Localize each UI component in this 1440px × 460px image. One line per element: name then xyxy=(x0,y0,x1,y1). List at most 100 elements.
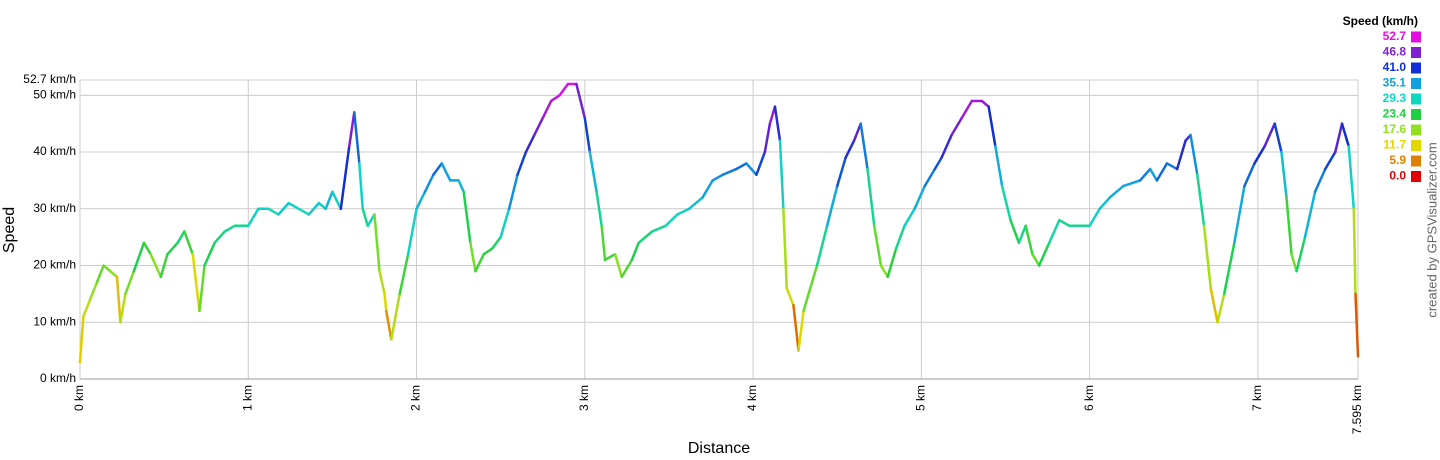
speed-segment xyxy=(1290,252,1298,273)
speed-segment xyxy=(1047,218,1061,245)
speed-segment xyxy=(331,190,343,211)
speed-segment xyxy=(469,241,477,273)
speed-segment xyxy=(317,201,327,211)
y-tick-label: 30 km/h xyxy=(33,201,76,215)
speed-segment xyxy=(852,122,863,142)
speed-segment xyxy=(482,247,494,256)
speed-segment xyxy=(307,201,321,216)
speed-segment xyxy=(1189,133,1199,176)
speed-segment xyxy=(711,173,725,182)
speed-segment xyxy=(960,99,974,120)
speed-segment xyxy=(1148,167,1159,182)
speed-segment xyxy=(1108,184,1125,199)
legend-swatch xyxy=(1411,31,1421,43)
speed-segment xyxy=(687,196,704,211)
speed-segment xyxy=(384,309,393,341)
speed-segment xyxy=(398,252,410,296)
legend-label: 46.8 xyxy=(1383,45,1407,59)
speed-segment xyxy=(88,281,99,301)
speed-segment xyxy=(423,173,435,194)
speed-segment xyxy=(664,213,679,228)
speed-segment xyxy=(1122,179,1142,188)
speed-segment xyxy=(1037,241,1051,267)
speed-segment xyxy=(923,167,937,188)
x-tick-label: 7.595 km xyxy=(1350,385,1364,434)
legend-swatch xyxy=(1411,62,1421,74)
speed-segment xyxy=(650,224,667,233)
speed-segment xyxy=(533,116,544,137)
speed-segment xyxy=(866,167,876,228)
speed-segment xyxy=(142,241,152,256)
speed-segment xyxy=(1253,145,1266,165)
speed-segment xyxy=(1334,122,1344,154)
x-tick-label: 3 km xyxy=(577,385,591,411)
speed-segment xyxy=(583,116,592,154)
speed-segment xyxy=(575,82,587,120)
x-tick-label: 4 km xyxy=(745,385,759,411)
x-tick-label: 5 km xyxy=(914,385,928,411)
speed-segment xyxy=(1138,167,1152,182)
y-tick-label: 40 km/h xyxy=(33,144,76,158)
speed-segment xyxy=(603,252,617,262)
speed-segment xyxy=(549,94,561,103)
speed-segment xyxy=(474,252,486,273)
speed-segment xyxy=(825,184,839,228)
speed-segment xyxy=(541,99,553,120)
speed-segment xyxy=(1031,252,1041,267)
speed-segment xyxy=(940,133,953,159)
speed-segment xyxy=(198,264,206,313)
speed-segment xyxy=(324,190,334,211)
speed-segment xyxy=(1155,162,1169,182)
speed-segment xyxy=(109,269,119,279)
speed-segment xyxy=(835,156,847,188)
speed-segment xyxy=(102,264,112,273)
speed-segment xyxy=(987,105,997,148)
speed-segment xyxy=(124,269,136,296)
speed-segment xyxy=(339,145,351,211)
speed-segment xyxy=(721,167,738,176)
legend-label: 35.1 xyxy=(1383,76,1407,90)
y-tick-label: 10 km/h xyxy=(33,314,76,328)
speed-segment xyxy=(115,275,122,324)
speed-segment xyxy=(630,241,640,262)
legend-swatch xyxy=(1411,171,1421,182)
speed-segment xyxy=(213,230,226,245)
speed-segment xyxy=(773,105,782,142)
speed-segment xyxy=(277,201,290,216)
speed-segment xyxy=(1024,224,1034,256)
speed-segment xyxy=(595,190,603,228)
legend-label: 5.9 xyxy=(1389,153,1406,167)
x-tick-label: 6 km xyxy=(1082,385,1096,411)
speed-segment xyxy=(366,213,376,228)
speed-segment xyxy=(373,213,381,273)
speed-segment xyxy=(734,162,748,171)
speed-segment xyxy=(457,179,465,194)
speed-segment xyxy=(287,201,300,211)
speed-segment xyxy=(119,292,127,324)
speed-segment xyxy=(432,162,444,176)
legend-swatch xyxy=(1411,155,1421,167)
speed-segment xyxy=(763,122,772,154)
speed-segment xyxy=(1098,196,1112,211)
speed-segment xyxy=(913,184,926,211)
y-axis-title: Speed xyxy=(1,207,18,253)
x-tick-label: 1 km xyxy=(240,385,254,411)
speed-segment xyxy=(1243,162,1256,188)
speed-segment xyxy=(745,162,758,176)
legend-label: 11.7 xyxy=(1383,138,1406,152)
speed-segment xyxy=(588,150,598,194)
speed-segment xyxy=(1303,190,1317,239)
speed-segment xyxy=(353,111,361,165)
speed-segment xyxy=(778,139,785,211)
speed-segment xyxy=(1323,150,1337,171)
speed-segment xyxy=(1354,292,1360,358)
speed-segment xyxy=(872,224,883,267)
speed-segment xyxy=(1340,122,1350,148)
speed-segment xyxy=(600,224,607,262)
legend-swatch xyxy=(1411,93,1421,105)
speed-segment xyxy=(297,207,311,216)
speed-segment xyxy=(383,292,388,313)
x-axis-title: Distance xyxy=(688,440,750,457)
legend-label: 0.0 xyxy=(1389,169,1406,183)
